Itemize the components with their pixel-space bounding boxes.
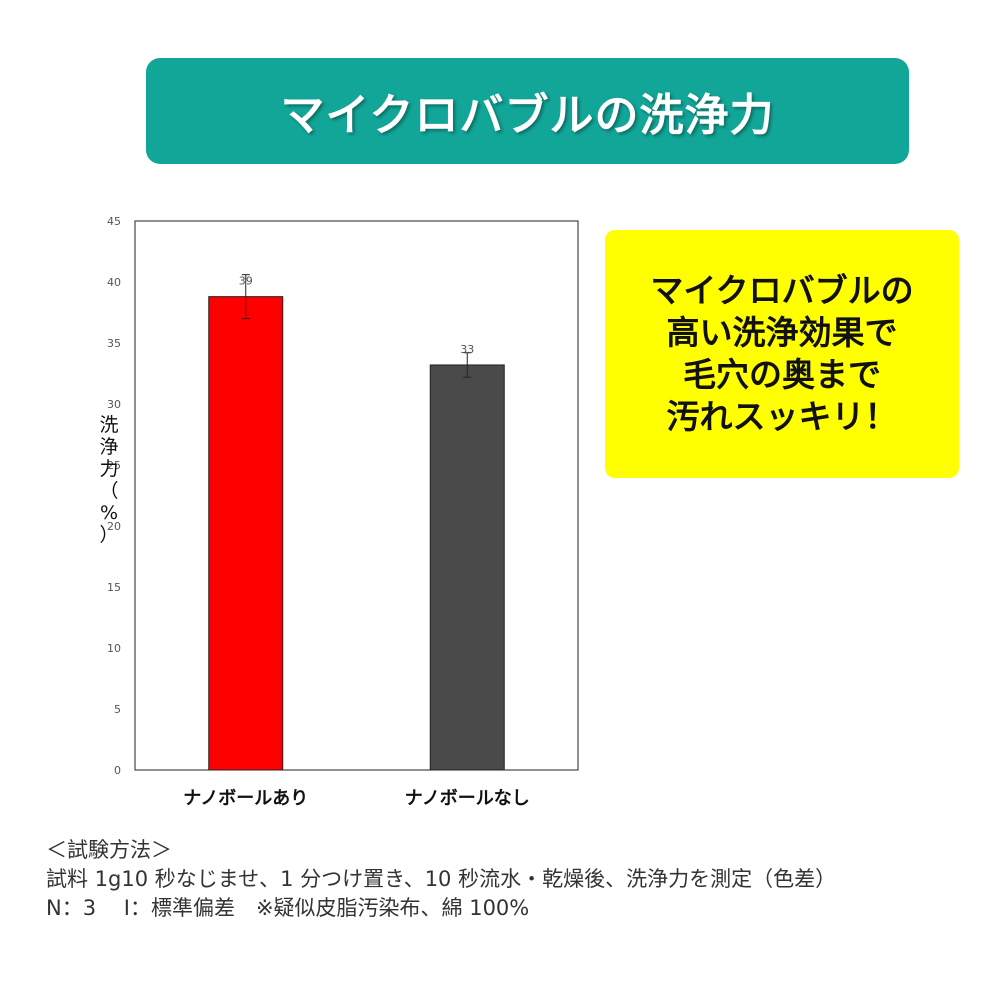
x-category-label: ナノボールあり — [183, 788, 308, 809]
y-axis-label-char: 浄 — [99, 436, 119, 458]
callout-line-4: 汚れスッキリ！ — [666, 397, 898, 436]
callout-line-2: 高い洗浄効果で — [666, 313, 898, 352]
y-axis-label-char: 洗 — [99, 414, 119, 436]
y-tick-label: 0 — [114, 764, 121, 777]
y-tick-label: 5 — [114, 703, 121, 716]
method-line-1: 試料 1g10 秒なじませ、1 分つけ置き、10 秒流水・乾燥後、洗浄力を測定（… — [46, 867, 837, 891]
y-tick-label: 10 — [107, 642, 121, 655]
callout-line-1: マイクロバブルの — [650, 271, 914, 310]
title-banner: マイクロバブルの洗浄力 — [146, 58, 909, 164]
y-tick-label: 25 — [107, 459, 121, 472]
y-axis-label-char: % — [99, 502, 119, 524]
callout-line-3: 毛穴の奥まで — [683, 355, 881, 394]
x-category-label: ナノボールなし — [405, 788, 530, 809]
y-tick-label: 15 — [107, 581, 121, 594]
y-axis-label-char: （ — [99, 480, 119, 502]
y-axis-label-char: ） — [99, 524, 119, 546]
method-line-2: N：3 I：標準偏差 ※疑似皮脂汚染布、綿 100% — [46, 896, 530, 920]
test-method: ＜試験方法＞ 試料 1g10 秒なじませ、1 分つけ置き、10 秒流水・乾燥後、… — [46, 836, 986, 923]
y-tick-label: 30 — [107, 398, 121, 411]
y-axis-label: 洗浄力（%） — [96, 414, 122, 546]
y-tick-label: 40 — [107, 276, 121, 289]
data-label: 39 — [239, 275, 253, 288]
y-tick-label: 45 — [107, 215, 121, 228]
callout-box: マイクロバブルの 高い洗浄効果で 毛穴の奥まで 汚れスッキリ！ — [605, 230, 959, 478]
y-tick-label: 20 — [107, 520, 121, 533]
plot-frame — [134, 220, 579, 771]
page-title: マイクロバブルの洗浄力 — [280, 90, 775, 141]
y-tick-label: 35 — [107, 337, 121, 350]
y-axis-label-char: 力 — [99, 458, 119, 480]
data-label: 33 — [460, 343, 474, 356]
bar — [429, 364, 505, 771]
method-heading: ＜試験方法＞ — [46, 838, 172, 862]
bar — [208, 296, 284, 771]
